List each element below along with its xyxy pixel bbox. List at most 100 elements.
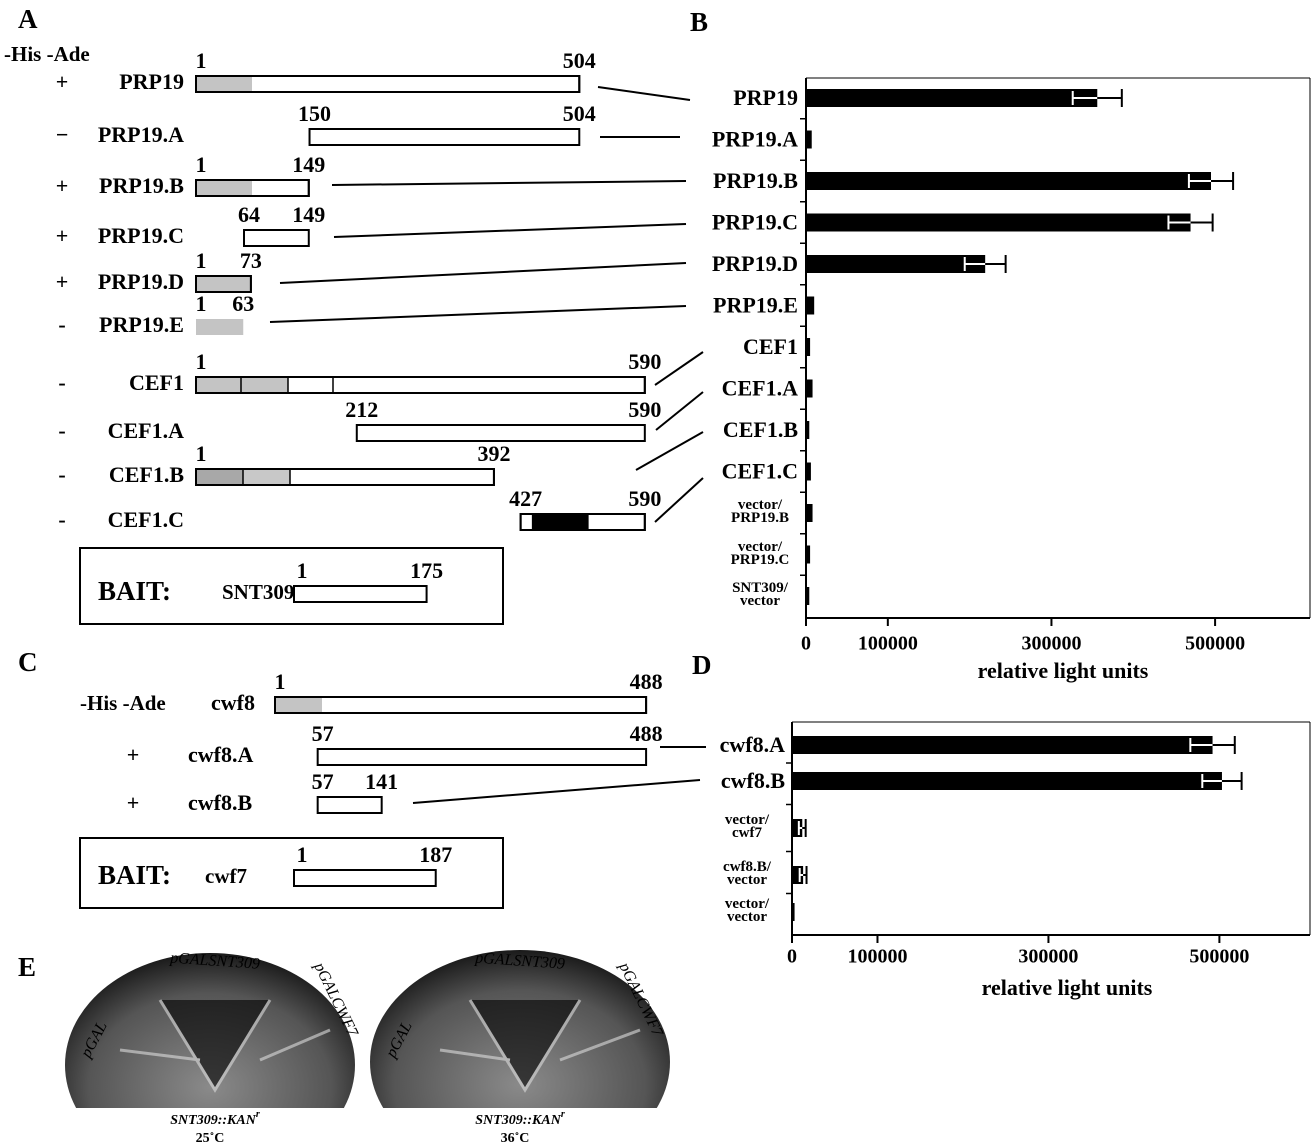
domain [243, 470, 290, 484]
bar [806, 463, 811, 481]
residue-end: 590 [628, 349, 661, 374]
construct-name: PRP19.B [99, 173, 184, 198]
residue-end: 504 [563, 101, 596, 126]
construct-name: CEF1 [129, 370, 184, 395]
temperature: 25˚C [196, 1131, 225, 1146]
bar [792, 772, 1222, 790]
construct-name: PRP19.D [98, 269, 184, 294]
growth-sign: + [56, 269, 69, 294]
construct-bar [318, 749, 646, 765]
residue-start: 57 [312, 721, 334, 746]
y-tick-label: CEF1.C [722, 459, 798, 484]
growth-sign: - [58, 462, 65, 487]
construct-name: cwf8 [211, 690, 255, 715]
growth-sign: + [56, 223, 69, 248]
x-axis-title: relative light units [978, 658, 1149, 683]
x-tick-label: 300000 [1018, 946, 1078, 968]
construct-name: PRP19 [119, 69, 184, 94]
domain [197, 77, 252, 91]
bait-label: BAIT: [98, 860, 171, 890]
growth-sign: − [56, 122, 69, 147]
construct-bar [196, 76, 579, 92]
bait-name: SNT309 [222, 580, 294, 604]
bar [806, 546, 810, 564]
x-tick-label: 500000 [1185, 633, 1245, 655]
panel-label: C [18, 647, 38, 677]
y-tick-label: PRP19.D [712, 251, 798, 276]
residue-end: 392 [477, 441, 510, 466]
residue-end: 590 [628, 486, 661, 511]
y-tick-label: cwf8.A [720, 732, 785, 757]
panel-label: E [18, 952, 36, 982]
y-tick-label: vector/ PRP19.B [720, 499, 800, 525]
bar [806, 504, 813, 522]
strain-label: SNT309::KANr [170, 1109, 260, 1128]
condition-header: -His -Ade [80, 691, 166, 715]
residue-end: 504 [563, 48, 596, 73]
residue-start: 1 [196, 152, 207, 177]
residue-start: 1 [297, 558, 308, 583]
y-tick-label: CEF1 [743, 334, 798, 359]
y-tick-label: PRP19.C [712, 210, 798, 235]
construct-name: cwf8.B [188, 790, 252, 815]
residue-end: 63 [232, 291, 254, 316]
residue-start: 1 [275, 669, 286, 694]
bait-name: cwf7 [205, 864, 247, 888]
construct-bar [275, 697, 646, 713]
growth-sign: + [127, 790, 140, 815]
y-tick-label: vector/ cwf7 [707, 814, 787, 840]
bar [806, 255, 985, 273]
y-tick-label: cwf8.B/ vector [707, 861, 787, 887]
residue-end: 141 [365, 769, 398, 794]
residue-end: 590 [628, 397, 661, 422]
growth-sign: + [127, 742, 140, 767]
residue-start: 1 [196, 349, 207, 374]
residue-start: 64 [238, 202, 260, 227]
residue-start: 1 [297, 842, 308, 867]
bar [806, 587, 809, 605]
strain-marker: r [561, 1109, 565, 1120]
residue-end: 149 [292, 202, 325, 227]
residue-end: 488 [630, 721, 663, 746]
x-tick-label: 0 [787, 946, 797, 968]
bait-bar [294, 870, 436, 886]
y-tick-label: vector/ PRP19.C [720, 541, 800, 567]
residue-start: 150 [298, 101, 331, 126]
y-tick-label: PRP19.A [712, 127, 798, 152]
growth-sign: + [56, 69, 69, 94]
figure: A B C D E -His -Ade + PRP19 1 504 − PRP19.A 150 504 + P… [0, 0, 1312, 1148]
domain [276, 698, 322, 712]
construct-bar [196, 319, 243, 335]
construct-name: PRP19.A [98, 122, 184, 147]
x-tick-label: 100000 [858, 633, 918, 655]
construct-name: cwf8.A [188, 742, 253, 767]
construct-name: PRP19.E [99, 312, 184, 337]
figure-canvas: A B C D E -His -Ade + PRP19 1 504 − PRP19.A 150 504 + P… [0, 0, 1312, 1148]
bar [806, 421, 809, 439]
residue-end: 187 [419, 842, 452, 867]
x-tick-label: 500000 [1189, 946, 1249, 968]
construct-bar [318, 797, 382, 813]
residue-end: 175 [410, 558, 443, 583]
domain [197, 181, 252, 195]
domain [197, 378, 288, 392]
panel-label: D [692, 650, 712, 680]
domain [533, 515, 589, 529]
growth-sign: + [56, 173, 69, 198]
residue-start: 1 [196, 48, 207, 73]
growth-sign: - [58, 418, 65, 443]
residue-start: 1 [196, 441, 207, 466]
bar [806, 380, 813, 398]
panel-label: A [18, 4, 38, 34]
y-tick-label: PRP19 [733, 85, 798, 110]
x-tick-label: 300000 [1021, 633, 1081, 655]
domain [197, 470, 243, 484]
construct-bar [310, 129, 580, 145]
residue-start: 1 [196, 291, 207, 316]
construct-name: CEF1.C [108, 507, 184, 532]
bar [806, 297, 814, 315]
residue-end: 488 [630, 669, 663, 694]
bar [806, 131, 812, 149]
panel-label: B [690, 7, 708, 37]
strain-name: SNT309::KAN [170, 1113, 256, 1128]
